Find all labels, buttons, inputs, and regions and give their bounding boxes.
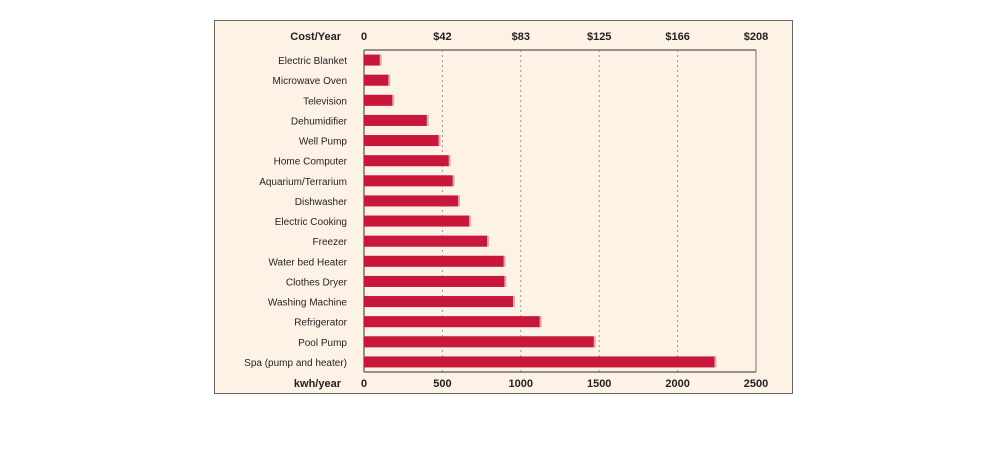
top-axis-label: Cost/Year [290, 31, 341, 43]
category-label: Electric Cooking [275, 217, 347, 228]
bar [364, 255, 504, 267]
bar [364, 74, 389, 86]
bar [364, 175, 453, 187]
bar [364, 275, 505, 287]
x-tick-label: 2500 [744, 378, 768, 390]
bar [364, 336, 594, 348]
x-tick-label: 0 [361, 378, 367, 390]
bar [364, 296, 513, 308]
x-tick-label: 2000 [665, 378, 689, 390]
x-axis-label: kwh/year [294, 378, 342, 390]
top-tick-label: 0 [361, 31, 367, 43]
category-label: Well Pump [299, 137, 348, 148]
bar [364, 356, 715, 368]
bar [364, 114, 427, 126]
category-label: Microwave Oven [273, 76, 347, 87]
top-tick-label: $208 [744, 31, 768, 43]
bar [364, 316, 540, 328]
category-label: Aquarium/Terrarium [259, 177, 347, 188]
category-label: Dehumidifier [291, 116, 348, 127]
category-label: Spa (pump and heater) [244, 358, 347, 369]
x-tick-label: 1000 [509, 378, 533, 390]
category-label: Electric Blanket [278, 56, 347, 67]
category-label: Dishwasher [295, 197, 348, 208]
bar [364, 235, 488, 247]
bar-chart: Cost/Year kwh/year Electric Blanket Micro… [244, 31, 768, 390]
category-label: Washing Machine [268, 298, 348, 309]
chart-frame: Cost/Year kwh/year Electric Blanket Micro… [214, 20, 793, 394]
category-label: Clothes Dryer [286, 277, 348, 288]
top-tick-label: $83 [512, 31, 530, 43]
bar [364, 215, 470, 227]
bar [364, 155, 449, 167]
category-label: Freezer [313, 237, 348, 248]
x-tick-label: 500 [433, 378, 451, 390]
bar [364, 54, 380, 66]
category-label: Refrigerator [294, 318, 347, 329]
bar [364, 135, 439, 147]
x-tick-label: 1500 [587, 378, 611, 390]
bar [364, 195, 459, 207]
bar [364, 94, 393, 106]
category-label: Television [303, 96, 347, 107]
top-tick-label: $125 [587, 31, 611, 43]
top-tick-label: $42 [433, 31, 451, 43]
top-tick-label: $166 [665, 31, 689, 43]
category-label: Pool Pump [298, 338, 347, 349]
category-label: Home Computer [274, 157, 348, 168]
category-label: Water bed Heater [268, 257, 347, 268]
